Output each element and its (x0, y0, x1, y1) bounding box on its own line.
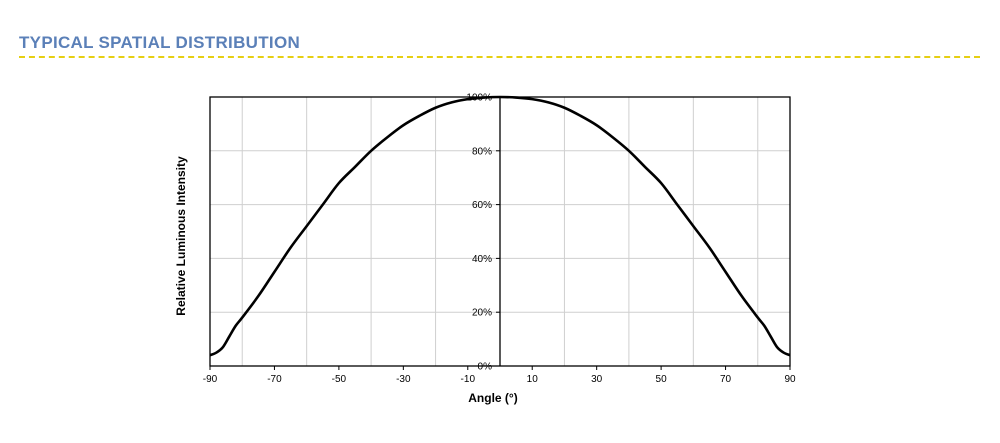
section-title: TYPICAL SPATIAL DISTRIBUTION (19, 33, 301, 52)
x-tick-label: 30 (591, 374, 603, 385)
x-tick-label: -90 (203, 374, 218, 385)
chart-series (209, 95, 791, 357)
x-tick-label: -10 (461, 374, 476, 385)
y-tick-label: 40% (472, 254, 492, 265)
x-tick-label: -50 (332, 374, 347, 385)
chart-tick-labels: -90 -70 -50 -30 -10 10 30 50 70 90 0% 20% 40% 60% 80% 1… (203, 93, 796, 386)
x-axis-title: Angle (°) (468, 391, 517, 405)
x-tick-label: 50 (656, 374, 668, 385)
x-tick-label: 70 (720, 374, 732, 385)
section-divider (19, 56, 980, 58)
y-axis-title: Relative Luminous Intensity (174, 156, 188, 316)
y-tick-label: 80% (472, 146, 492, 157)
x-tick-label: -70 (267, 374, 282, 385)
y-tick-label: 60% (472, 200, 492, 211)
y-tick-label: 0% (478, 362, 493, 373)
x-tick-label: 90 (784, 374, 796, 385)
x-tick-label: -30 (396, 374, 411, 385)
series-line (209, 95, 791, 357)
x-tick-label: 10 (527, 374, 539, 385)
chart-axes (209, 96, 791, 370)
y-tick-label: 100% (466, 93, 492, 104)
y-tick-label: 20% (472, 308, 492, 319)
